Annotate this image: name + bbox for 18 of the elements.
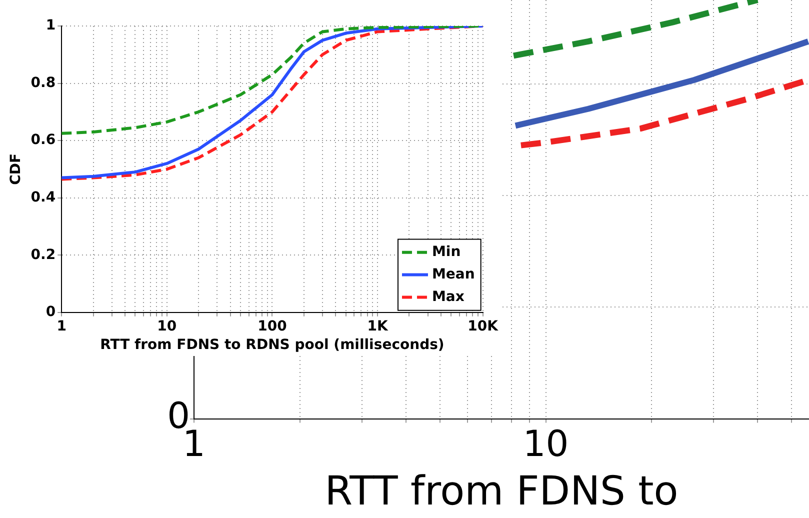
y-tick-label: 0.8 <box>30 74 56 91</box>
x-tick-label: 10K <box>468 318 500 334</box>
x-axis-title: RTT from FDNS to RDNS pool (milliseconds) <box>100 337 444 354</box>
x-tick-label: 10 <box>157 318 177 334</box>
legend-label: Mean <box>432 266 475 282</box>
y-tick-label: 0.2 <box>30 246 56 263</box>
legend-label: Min <box>432 244 461 260</box>
x-tick-label: 100 <box>258 318 288 334</box>
y-tick-label: 0.4 <box>30 189 56 206</box>
y-tick-label: 0.6 <box>30 132 56 148</box>
x-tick-label: 1K <box>367 318 389 334</box>
x-tick-label: 1 <box>56 318 66 334</box>
x-axis-title: RTT from FDNS to <box>324 468 678 514</box>
y-tick-label: 0 <box>46 304 56 320</box>
legend-label: Max <box>432 288 464 305</box>
y-tick-label: 1 <box>46 18 56 34</box>
x-tick-label: 10 <box>522 424 569 465</box>
y-axis-title: CDF <box>8 153 24 185</box>
